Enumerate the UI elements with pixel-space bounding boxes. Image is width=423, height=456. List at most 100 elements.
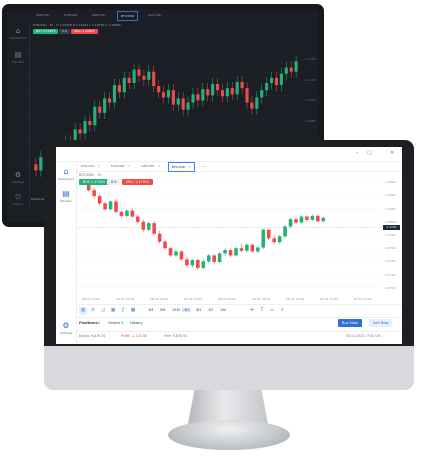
timeframe-1w[interactable]: 1W: [220, 308, 226, 312]
history-label[interactable]: History: [130, 321, 143, 325]
candle[interactable]: [117, 85, 121, 93]
timeframe-4h[interactable]: 4H: [196, 308, 201, 312]
back-tab[interactable]: BTC/USD: [117, 11, 139, 21]
settings-icon[interactable]: ⚙: [14, 171, 22, 179]
candlestick-chart[interactable]: [78, 173, 382, 293]
candle[interactable]: [294, 61, 298, 72]
candle[interactable]: [181, 98, 185, 110]
candle[interactable]: [316, 215, 320, 222]
area-icon[interactable]: ◿: [101, 308, 105, 313]
candle[interactable]: [228, 250, 233, 256]
lines-icon[interactable]: ≡: [91, 308, 95, 313]
candle[interactable]: [107, 98, 112, 103]
back-candlestick-chart[interactable]: [31, 23, 301, 191]
positions-label[interactable]: Positions: [79, 321, 98, 325]
candle[interactable]: [201, 89, 205, 101]
candle[interactable]: [83, 121, 87, 134]
sidebar-item-dashboard-label[interactable]: Dashboard: [57, 177, 75, 181]
back-tab[interactable]: EUR/USD: [36, 13, 50, 17]
candle[interactable]: [103, 203, 107, 210]
candle[interactable]: [168, 248, 173, 256]
grid-icon[interactable]: ▩: [130, 308, 136, 313]
candle[interactable]: [179, 251, 184, 260]
orders-label[interactable]: Orders: [108, 321, 121, 325]
timeframe-15m[interactable]: 15M: [172, 308, 180, 312]
measure-icon[interactable]: ⟂: [270, 308, 274, 313]
back-sell-button[interactable]: SELL 1.10865: [71, 29, 98, 34]
candle[interactable]: [217, 253, 222, 263]
candle[interactable]: [141, 221, 146, 230]
candle[interactable]: [240, 81, 244, 89]
tab-btcusd[interactable]: BTC/USD ✕: [168, 162, 195, 172]
tab-eurgbp[interactable]: EUR/GBP ✕: [108, 162, 133, 170]
candle[interactable]: [78, 129, 82, 134]
back-buy-button[interactable]: BUY 1.10874: [33, 29, 59, 34]
close-tab-icon[interactable]: ✕: [97, 164, 101, 168]
candle[interactable]: [176, 98, 180, 105]
back-sidebar-label[interactable]: Logout: [12, 202, 24, 206]
candles-icon[interactable]: ▥: [79, 307, 87, 315]
candle[interactable]: [289, 67, 293, 72]
candle[interactable]: [163, 241, 167, 249]
candle[interactable]: [171, 90, 175, 105]
candle[interactable]: [255, 97, 259, 109]
indicators-icon[interactable]: ƒ: [122, 308, 124, 313]
candle[interactable]: [234, 248, 238, 256]
candle[interactable]: [92, 190, 96, 197]
candle[interactable]: [269, 77, 274, 83]
candle[interactable]: [220, 90, 225, 97]
candle[interactable]: [305, 216, 309, 220]
candle[interactable]: [157, 86, 161, 93]
buy-now-button[interactable]: Buy Now: [338, 319, 362, 327]
candle[interactable]: [166, 90, 171, 98]
candle[interactable]: [256, 247, 260, 252]
candle[interactable]: [294, 219, 298, 223]
candle[interactable]: [132, 69, 136, 83]
back-tab[interactable]: XAU/USD: [148, 13, 162, 17]
candle[interactable]: [136, 216, 140, 222]
candle[interactable]: [98, 106, 102, 113]
candle[interactable]: [223, 250, 227, 254]
close-tab-icon[interactable]: ✕: [127, 164, 130, 168]
candle[interactable]: [239, 248, 244, 251]
candle[interactable]: [206, 255, 211, 262]
candle[interactable]: [245, 88, 249, 103]
candle[interactable]: [250, 244, 255, 252]
candle[interactable]: [310, 215, 315, 220]
maximize-icon[interactable]: ▢: [367, 150, 372, 156]
timeframe-5m[interactable]: 5M: [160, 308, 166, 312]
settings-icon[interactable]: ⚙: [62, 321, 70, 330]
candle[interactable]: [250, 102, 254, 109]
candle[interactable]: [39, 157, 43, 171]
candle[interactable]: [279, 73, 283, 86]
candle[interactable]: [299, 216, 304, 223]
candle[interactable]: [321, 217, 326, 222]
candle[interactable]: [288, 219, 293, 227]
crosshair-icon[interactable]: ✛: [250, 308, 254, 313]
candle[interactable]: [127, 77, 131, 83]
candle[interactable]: [201, 261, 206, 268]
sell-button[interactable]: SELL 1.17911: [122, 179, 154, 185]
candle[interactable]: [261, 229, 266, 248]
timeframe-1d[interactable]: 1D: [208, 308, 214, 312]
bars-icon[interactable]: ▦: [110, 308, 116, 313]
trend-icon[interactable]: ↗: [280, 308, 284, 313]
logout-icon[interactable]: ⎋: [15, 193, 21, 201]
candle[interactable]: [185, 259, 189, 266]
close-tab-icon[interactable]: ✕: [157, 164, 161, 168]
candle[interactable]: [146, 223, 151, 230]
chart-icon[interactable]: ▤: [14, 51, 22, 59]
candle[interactable]: [73, 129, 77, 147]
candle[interactable]: [260, 90, 264, 98]
candle[interactable]: [125, 210, 129, 216]
candle[interactable]: [245, 244, 249, 251]
back-tab[interactable]: GBP/USD: [92, 13, 106, 17]
minimize-icon[interactable]: –: [356, 150, 359, 156]
back-sidebar-label[interactable]: Dashboard: [9, 36, 27, 40]
back-sidebar-label[interactable]: Settings: [11, 180, 25, 184]
sidebar-item-settings-label[interactable]: Settings: [59, 331, 73, 335]
candle[interactable]: [284, 67, 288, 74]
candle[interactable]: [225, 88, 229, 97]
close-tab-icon[interactable]: ✕: [188, 165, 191, 169]
tab-eurusd[interactable]: EUR/USD ✕: [78, 162, 103, 170]
